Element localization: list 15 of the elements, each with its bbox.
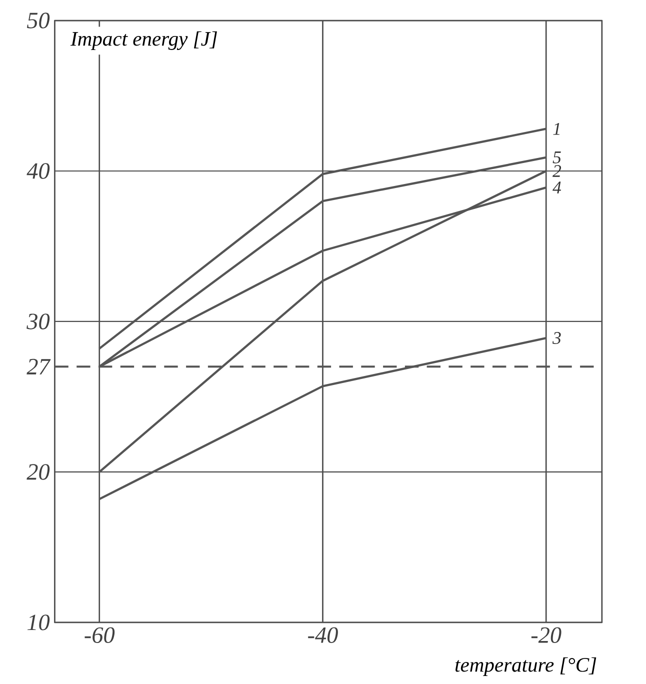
y-tick-label: 10	[28, 614, 50, 630]
x-tick-label: -60	[84, 627, 115, 643]
series-label: 4	[552, 182, 562, 194]
x-tick-label: -40	[308, 627, 338, 643]
y-tick-label: 40	[26, 163, 50, 179]
y-tick-label: 50	[27, 12, 50, 28]
y-axis-title: Impact energy [J]	[70, 31, 218, 50]
y-tick-label: 27	[26, 358, 51, 374]
series-label: 1	[553, 122, 560, 135]
y-tick-label: 20	[26, 464, 50, 480]
x-tick-label: -20	[532, 627, 562, 643]
y-tick-label: 30	[26, 314, 50, 330]
x-axis-title: temperature [°C]	[456, 657, 596, 676]
series-label: 5	[552, 152, 562, 164]
series-label: 3	[552, 332, 561, 344]
